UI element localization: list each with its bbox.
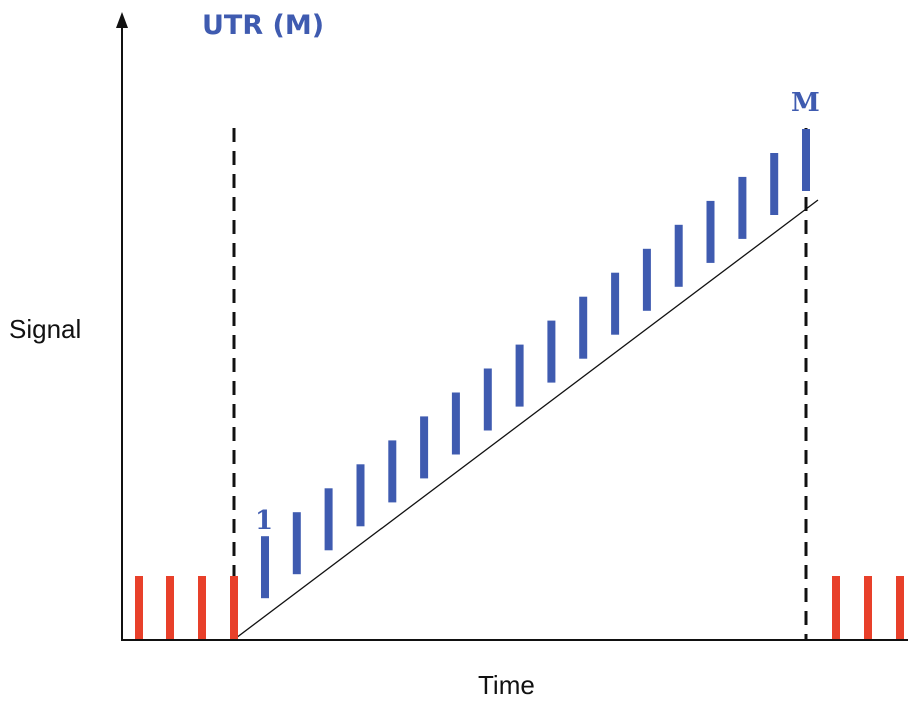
read-bar-17 — [770, 153, 779, 215]
diagram-title: UTR (M) — [202, 10, 324, 41]
read-bar-6 — [420, 416, 429, 479]
read-bar-2 — [292, 512, 301, 575]
read-bar-13 — [642, 248, 651, 311]
signal-ramp-line — [235, 199, 819, 639]
first-read-label: 1 — [255, 506, 273, 536]
y-axis-arrow-icon — [116, 12, 128, 28]
reset-pulse-after-3 — [896, 576, 904, 639]
reset-pulse-after-1 — [832, 576, 840, 639]
reset-pulse-before-4 — [230, 576, 238, 639]
read-bar-10 — [547, 320, 556, 383]
reset-pulses — [135, 576, 904, 639]
read-bar-5 — [388, 440, 397, 503]
read-bar-14 — [674, 224, 683, 287]
read-bar-9 — [515, 344, 524, 407]
read-bar-15 — [706, 200, 715, 263]
read-bar-3 — [324, 488, 333, 551]
read-bar-8 — [483, 368, 492, 431]
read-bar-12 — [611, 272, 620, 335]
reset-pulse-before-3 — [198, 576, 206, 639]
read-bar-1 — [261, 536, 269, 599]
axes — [116, 12, 908, 641]
x-axis-label: Time — [478, 670, 535, 700]
last-read-label: M — [791, 88, 820, 118]
read-bar-4 — [356, 464, 365, 527]
read-bar-11 — [579, 296, 588, 359]
reset-pulse-before-2 — [166, 576, 174, 639]
read-bars — [261, 129, 810, 599]
y-axis-label: Signal — [9, 314, 81, 344]
read-bar-7 — [451, 392, 460, 455]
reset-pulse-before-1 — [135, 576, 143, 639]
reset-pulse-after-2 — [864, 576, 872, 639]
read-bar-16 — [738, 176, 747, 239]
read-bar-18 — [802, 129, 810, 191]
